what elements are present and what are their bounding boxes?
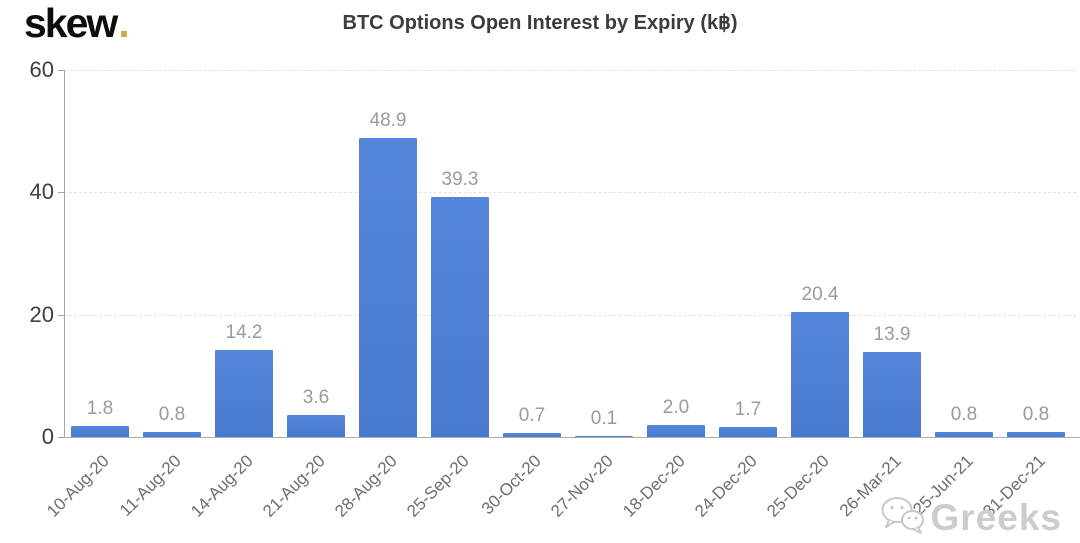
bar <box>863 351 921 437</box>
bar <box>215 350 273 437</box>
gridline <box>64 192 1076 194</box>
skew-logo: skew. <box>24 0 130 47</box>
bar-value-label: 3.6 <box>302 386 330 408</box>
bar-value-label: 2.0 <box>662 396 690 418</box>
wechat-icon <box>879 494 925 541</box>
skew-logo-text: skew <box>24 0 118 46</box>
y-axis-tick <box>58 314 64 316</box>
bar-value-label: 1.7 <box>734 398 762 420</box>
chart-title: BTC Options Open Interest by Expiry (k฿) <box>342 12 738 34</box>
y-axis-tick <box>58 70 64 71</box>
y-axis-tick <box>58 192 64 194</box>
bar <box>1007 432 1065 437</box>
bar <box>359 137 417 437</box>
y-axis-tick <box>58 437 64 438</box>
watermark: Greeks <box>879 494 1063 541</box>
x-axis-line <box>64 437 1080 438</box>
bar-value-label: 39.3 <box>441 168 479 190</box>
bar <box>935 432 993 437</box>
gridline <box>64 314 1076 316</box>
bar-value-label: 0.8 <box>1022 404 1050 426</box>
bar-value-label: 0.8 <box>158 404 186 426</box>
bar <box>719 426 777 437</box>
y-axis-label: 20 <box>29 301 54 327</box>
bar <box>143 432 201 437</box>
bar-value-label: 48.9 <box>369 109 407 131</box>
y-axis-label: 60 <box>29 57 54 82</box>
bar <box>287 414 345 437</box>
y-axis-label: 0 <box>41 424 54 449</box>
bar-value-label: 14.2 <box>225 322 263 344</box>
y-axis-line <box>64 70 65 437</box>
bar <box>647 424 705 437</box>
bar-value-label: 20.4 <box>801 284 839 306</box>
skew-logo-dot: . <box>118 0 130 46</box>
bar-value-label: 0.1 <box>590 408 618 429</box>
bar-value-label: 1.8 <box>86 397 114 419</box>
watermark-text: Greeks <box>930 496 1062 538</box>
bar <box>503 432 561 437</box>
bar <box>71 425 129 437</box>
gridline <box>64 70 1076 71</box>
y-axis-label: 40 <box>29 179 54 205</box>
bar-value-label: 0.8 <box>950 404 978 426</box>
bar <box>575 436 633 437</box>
bar <box>431 196 489 437</box>
bar-value-label: 0.7 <box>518 404 546 426</box>
bar-value-label: 13.9 <box>873 323 911 345</box>
bar <box>791 312 849 437</box>
